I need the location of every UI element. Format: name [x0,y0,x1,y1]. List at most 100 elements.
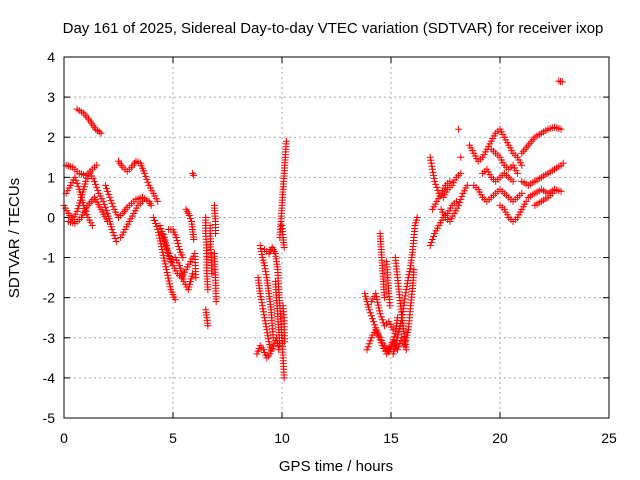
data-point [262,323,270,331]
data-point [262,320,270,328]
data-point [257,296,265,304]
data-point [157,224,165,232]
y-tick-label: 3 [47,89,55,105]
data-point [261,262,269,270]
data-point [153,222,161,230]
data-point [376,310,384,318]
data-point [173,237,181,245]
x-tick-label: 15 [383,430,399,446]
x-axis-label: GPS time / hours [279,458,393,475]
data-point [162,246,170,254]
data-point [109,202,117,210]
data-point [172,234,180,241]
data-point [164,249,172,257]
x-tick-label: 20 [492,430,508,446]
data-point [262,268,270,276]
data-point [259,305,267,313]
data-point [558,78,566,86]
data-point [147,201,155,209]
y-tick-label: 0 [47,209,55,225]
data-point [431,177,439,185]
data-point [430,232,438,240]
data-point [366,309,374,317]
data-point [104,217,112,225]
data-point [108,199,116,207]
data-point [97,129,105,137]
data-point [91,177,99,185]
data-point [373,295,381,303]
data-point [413,213,421,221]
data-point [394,334,402,342]
data-point [104,187,112,195]
data-point [396,340,404,348]
data-point [73,179,81,187]
data-point [111,235,119,243]
data-point [427,156,435,164]
data-point [261,265,269,273]
data-point [396,322,404,330]
data-point [375,307,383,315]
data-point [92,125,100,133]
data-point [154,225,162,233]
y-axis-label: SDTVAR / TECUs [6,178,23,298]
data-point [455,125,463,133]
data-point [163,268,171,276]
data-point [395,328,403,336]
data-point [168,259,176,267]
data-point [261,317,269,325]
data-point [377,313,385,321]
data-point [152,219,160,227]
data-point [397,317,405,325]
data-point [260,311,268,319]
data-point [166,280,174,288]
data-point [429,168,437,176]
data-point [276,342,284,350]
data-point [371,321,379,329]
data-point [256,290,264,298]
x-tick-label: 0 [60,430,68,446]
data-point [389,326,397,334]
data-point [174,240,182,248]
data-point [456,198,464,206]
data-point [164,274,172,282]
data-point [93,127,101,135]
data-point [138,197,146,205]
data-point [204,286,212,294]
data-point [154,197,162,205]
data-point [257,293,265,301]
data-point [171,296,179,304]
data-point [108,225,116,233]
data-point [455,201,463,209]
data-point [103,184,111,192]
data-point [282,137,290,145]
data-point [162,263,170,271]
data-point [557,187,565,195]
data-point [410,266,418,274]
data-point [72,176,80,184]
data-point [186,214,194,222]
data-point [263,326,271,334]
data-point [403,280,411,288]
data-point [258,251,266,259]
data-point [372,290,380,298]
grid-lines [64,57,609,418]
data-point [386,302,394,310]
data-point [432,180,440,188]
x-tick-label: 25 [601,430,617,446]
data-points [60,77,567,382]
data-point [364,343,372,351]
data-point [402,346,410,354]
data-point [156,221,164,229]
data-point [142,172,150,180]
data-point [559,159,567,167]
data-point [259,308,267,316]
data-point [397,319,405,327]
data-point [375,304,383,312]
data-point [155,231,163,239]
chart-title: Day 161 of 2025, Sidereal Day-to-day VTE… [63,20,604,37]
data-point [372,293,380,301]
data-point [430,174,438,182]
y-tick-label: -3 [43,330,56,346]
data-point [263,329,271,337]
x-tick-label: 5 [169,430,177,446]
